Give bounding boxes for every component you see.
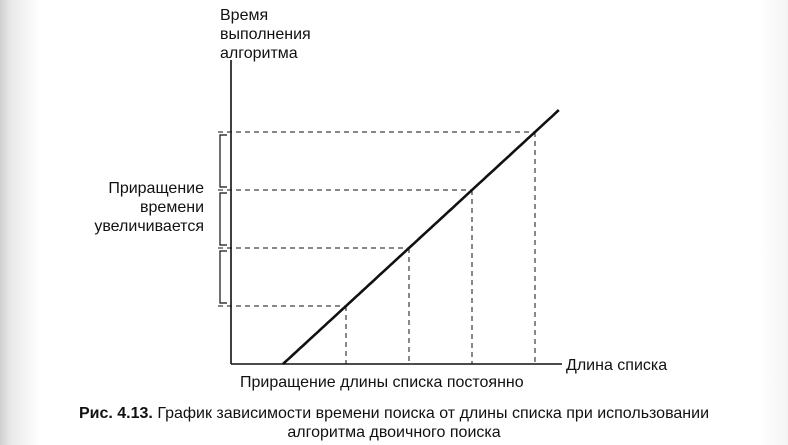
caption-text-2: алгоритма двоичного поиска <box>287 424 501 441</box>
caption-text-1: График зависимости времени поиска от дли… <box>157 405 710 422</box>
increment-bracket-1 <box>219 250 227 304</box>
increment-bracket-2 <box>219 192 227 246</box>
y-axis-label: Время выполнения алгоритма <box>220 6 311 63</box>
x-axis-label: Длина списка <box>566 357 668 374</box>
caption-line-1: Рис. 4.13. График зависимости времени по… <box>0 404 788 423</box>
x-increment-annotation: Приращение длины списка постоянно <box>240 374 524 391</box>
guide-lines-group <box>218 131 536 364</box>
figure-caption: Рис. 4.13. График зависимости времени по… <box>0 404 788 442</box>
caption-figure-number: Рис. 4.13. <box>78 405 153 422</box>
increment-bracket-3 <box>219 134 227 188</box>
y-increment-brackets <box>219 134 227 304</box>
y-annotation-line-1: Приращение <box>108 180 204 197</box>
series-curve <box>282 109 560 365</box>
y-axis-label-line-2: выполнения <box>220 26 311 43</box>
y-annotation-line-2: времени <box>140 199 204 216</box>
y-axis-label-line-3: алгоритма <box>220 45 298 62</box>
y-annotation-line-3: увеличивается <box>94 218 204 235</box>
y-increment-annotation: Приращение времени увеличивается <box>80 179 204 236</box>
y-axis-label-line-1: Время <box>220 7 269 24</box>
